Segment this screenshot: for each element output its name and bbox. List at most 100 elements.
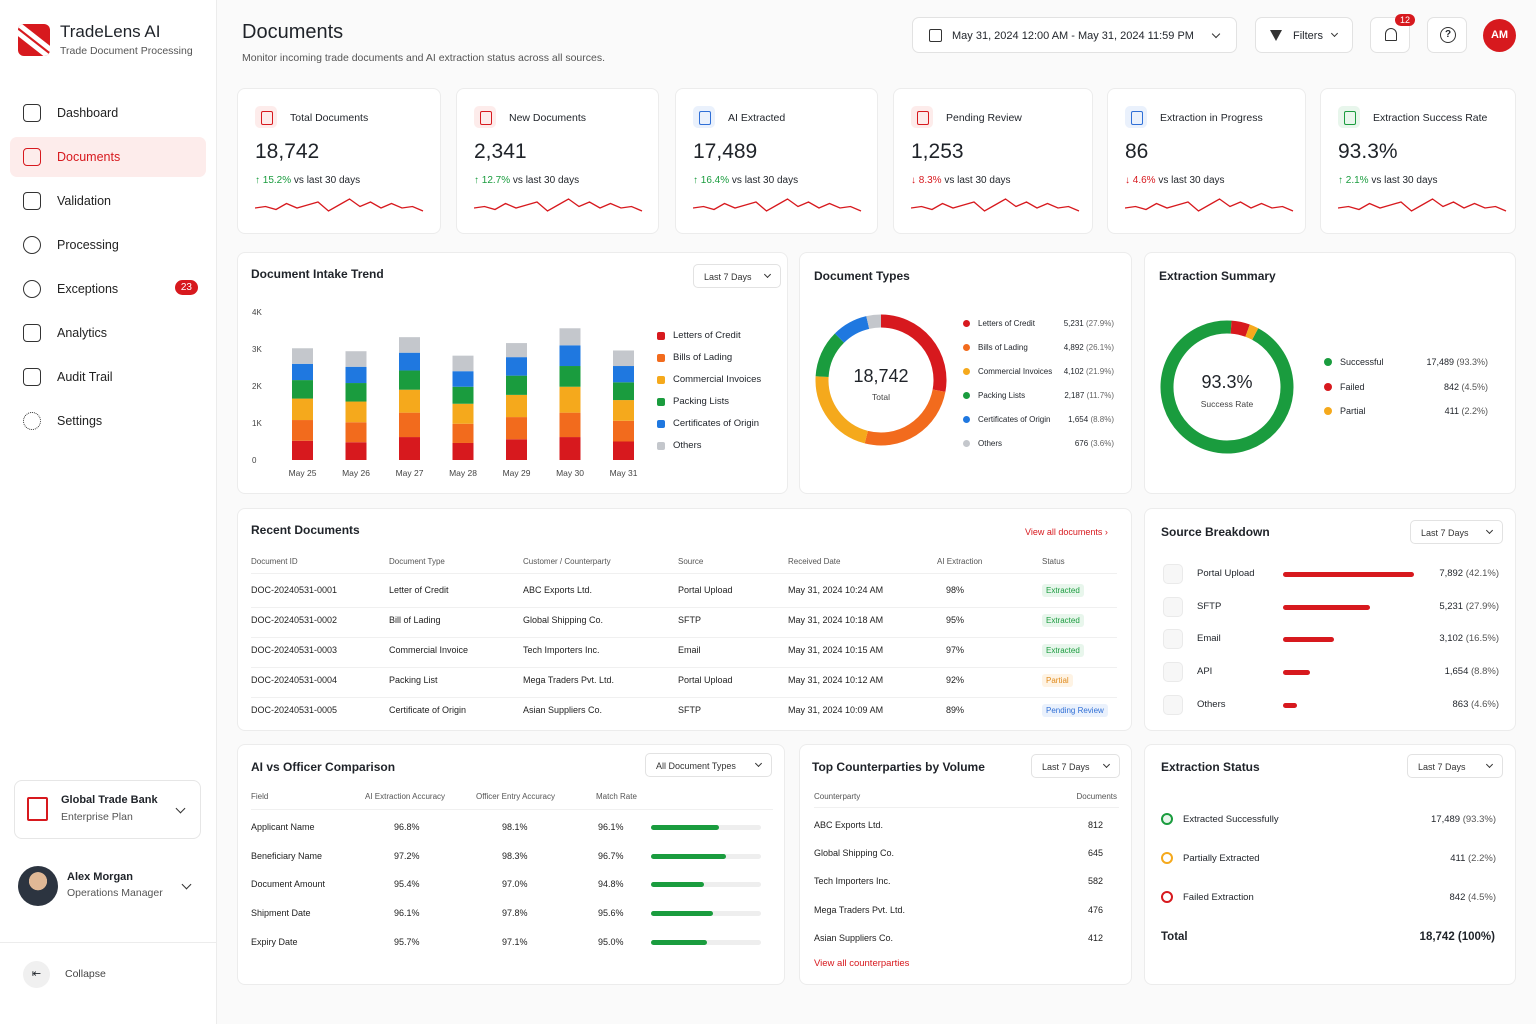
doc-type-legend-item[interactable]: Others (963, 439, 1002, 448)
top-counterparties-card: Top Counterparties by Volume Last 7 Days… (799, 744, 1132, 985)
table-row[interactable]: ABC Exports Ltd. 812 (800, 820, 1131, 838)
legend-item[interactable]: Others (657, 440, 702, 451)
table-row[interactable]: DOC-20240531-0003 Commercial Invoice Tech … (238, 637, 1131, 667)
kpi-card[interactable]: New Documents 2,341 ↑ 12.7% vs last 30 day… (456, 88, 659, 234)
legend-swatch (657, 441, 665, 450)
bar-segment (345, 351, 367, 367)
nav-item-documents[interactable]: Documents (10, 137, 206, 177)
help-button[interactable]: ? (1427, 17, 1467, 53)
source-label: Email (1197, 633, 1221, 645)
counterparty-name: Asian Suppliers Co. (814, 932, 894, 943)
extraction-legend-item[interactable]: Successful (1324, 357, 1384, 367)
table-row[interactable]: Shipment Date 96.1% 97.8% 95.6% (238, 908, 784, 928)
kpi-card[interactable]: Extraction in Progress 86 ↓ 4.6% vs last 3… (1107, 88, 1306, 234)
legend-item[interactable]: Certificates of Origin (657, 418, 759, 429)
kpi-card[interactable]: Total Documents 18,742 ↑ 15.2% vs last 30 … (237, 88, 441, 234)
source-range-select[interactable]: Last 7 Days (1410, 520, 1503, 544)
table-row[interactable]: Applicant Name 96.8% 98.1% 96.1% (238, 822, 784, 842)
document-stat-icon (911, 106, 933, 128)
nav-item-processing[interactable]: Processing (10, 225, 206, 265)
doc-type-legend-item[interactable]: Packing Lists (963, 391, 1025, 400)
doc-type-legend-item[interactable]: Commercial Invoices (963, 367, 1052, 376)
success-rate-value: 93.3% (1201, 372, 1253, 392)
source-icon (1163, 629, 1183, 650)
document-stat-icon (474, 106, 496, 128)
table-row[interactable]: DOC-20240531-0004 Packing List Mega Trader… (238, 667, 1131, 697)
nav-item-exceptions[interactable]: Exceptions 23 (10, 269, 206, 309)
extraction-status-range-select[interactable]: Last 7 Days (1407, 754, 1503, 778)
app-name: TradeLens AI (60, 22, 161, 41)
nav-item-audit-trail[interactable]: Audit Trail (10, 357, 206, 397)
x-tick-label: May 26 (342, 468, 370, 478)
table-cell: 89% (946, 705, 965, 715)
table-row[interactable]: Asian Suppliers Co. 412 (800, 933, 1131, 951)
kpi-card[interactable]: AI Extracted 17,489 ↑ 16.4% vs last 30 day… (675, 88, 878, 234)
table-row[interactable]: Mega Traders Pvt. Ltd. 476 (800, 905, 1131, 923)
kpi-value: 2,341 (474, 140, 527, 163)
collapse-icon[interactable]: ⇤ (23, 961, 50, 988)
table-row[interactable]: Tech Importers Inc. 582 (800, 876, 1131, 894)
legend-item[interactable]: Letters of Credit (657, 330, 741, 341)
field-name: Expiry Date (251, 936, 298, 947)
table-row[interactable]: Document Amount 95.4% 97.0% 94.8% (238, 879, 784, 899)
brand[interactable]: TradeLens AI Trade Document Processing (18, 22, 193, 57)
status-value: 17,489 (93.3%) (1431, 814, 1496, 825)
bank-building-icon (27, 797, 48, 821)
source-percent: (4.6%) (1471, 698, 1499, 710)
legend-item[interactable]: Packing Lists (657, 396, 729, 407)
table-row[interactable]: Expiry Date 95.7% 97.1% 95.0% (238, 937, 784, 957)
view-all-counterparties-link[interactable]: View all counterparties (814, 958, 910, 969)
user-profile[interactable]: Alex Morgan Operations Manager (18, 866, 203, 906)
nav-menu: Dashboard Documents Validation Processin… (10, 93, 206, 445)
success-rate-label: Success Rate (1200, 399, 1254, 409)
nav-item-dashboard[interactable]: Dashboard (10, 93, 206, 133)
kpi-change-percent: ↓ 8.3% (911, 175, 942, 186)
org-switcher[interactable]: Global Trade Bank Enterprise Plan (14, 780, 201, 839)
intake-range-select[interactable]: Last 7 Days (693, 264, 781, 288)
table-cell: May 31, 2024 10:24 AM (788, 585, 884, 595)
table-cell: DOC-20240531-0003 (251, 645, 338, 655)
view-all-documents-link[interactable]: View all documents › (1025, 527, 1108, 537)
kpi-card[interactable]: Pending Review 1,253 ↓ 8.3% vs last 30 day… (893, 88, 1093, 234)
user-avatar-button[interactable]: AM (1483, 19, 1516, 52)
extraction-legend-item[interactable]: Failed (1324, 382, 1365, 392)
legend-item[interactable]: Commercial Invoices (657, 374, 761, 385)
field-name: Shipment Date (251, 908, 311, 919)
counterparties-range-select[interactable]: Last 7 Days (1031, 754, 1120, 778)
date-range-picker[interactable]: May 31, 2024 12:00 AM - May 31, 2024 11:… (912, 17, 1237, 53)
legend-value: 842 (1443, 381, 1459, 392)
document-type-filter-select[interactable]: All Document Types (645, 753, 772, 777)
collapse-sidebar[interactable]: ⇤ Collapse (0, 942, 216, 1024)
table-row[interactable]: Global Shipping Co. 645 (800, 848, 1131, 866)
kpi-card[interactable]: Extraction Success Rate 93.3% ↑ 2.1% vs la… (1320, 88, 1516, 234)
source-value: 7,892 (42.1%) (1439, 568, 1499, 579)
legend-percent: (4.5%) (1461, 381, 1488, 392)
doc-type-legend-item[interactable]: Certificates of Origin (963, 415, 1050, 424)
doc-type-legend-item[interactable]: Letters of Credit (963, 319, 1035, 328)
kpi-label: New Documents (509, 112, 587, 124)
legend-item[interactable]: Bills of Lading (657, 352, 732, 363)
table-row[interactable]: Beneficiary Name 97.2% 98.3% 96.7% (238, 851, 784, 871)
nav-item-validation[interactable]: Validation (10, 181, 206, 221)
table-cell: DOC-20240531-0001 (251, 585, 338, 595)
filters-button[interactable]: Filters (1255, 17, 1353, 53)
table-row[interactable]: DOC-20240531-0001 Letter of Credit ABC Exp… (238, 577, 1131, 607)
table-row[interactable]: DOC-20240531-0005 Certificate of Origin As… (238, 697, 1131, 727)
source-value: 5,231 (27.9%) (1439, 601, 1499, 612)
doc-type-legend-item[interactable]: Bills of Lading (963, 343, 1028, 352)
notification-count-badge: 12 (1394, 14, 1415, 26)
status-indicator-icon (1161, 851, 1173, 864)
kpi-change-suffix: vs last 30 days (512, 175, 580, 186)
table-row[interactable]: DOC-20240531-0002 Bill of Lading Global Sh… (238, 607, 1131, 637)
table-header: Officer Entry Accuracy (476, 792, 555, 801)
extraction-legend-item[interactable]: Partial (1324, 406, 1366, 416)
legend-label: Others (978, 439, 1003, 448)
notifications-button[interactable]: 12 (1370, 14, 1415, 53)
legend-label: Letters of Credit (673, 330, 741, 341)
nav-item-analytics[interactable]: Analytics (10, 313, 206, 353)
kpi-sparkline (1338, 198, 1507, 212)
table-header: AI Extraction (937, 557, 983, 566)
source-count: 1,654 (1444, 666, 1469, 678)
nav-item-settings[interactable]: Settings (10, 401, 206, 441)
source-bar (1283, 637, 1335, 643)
